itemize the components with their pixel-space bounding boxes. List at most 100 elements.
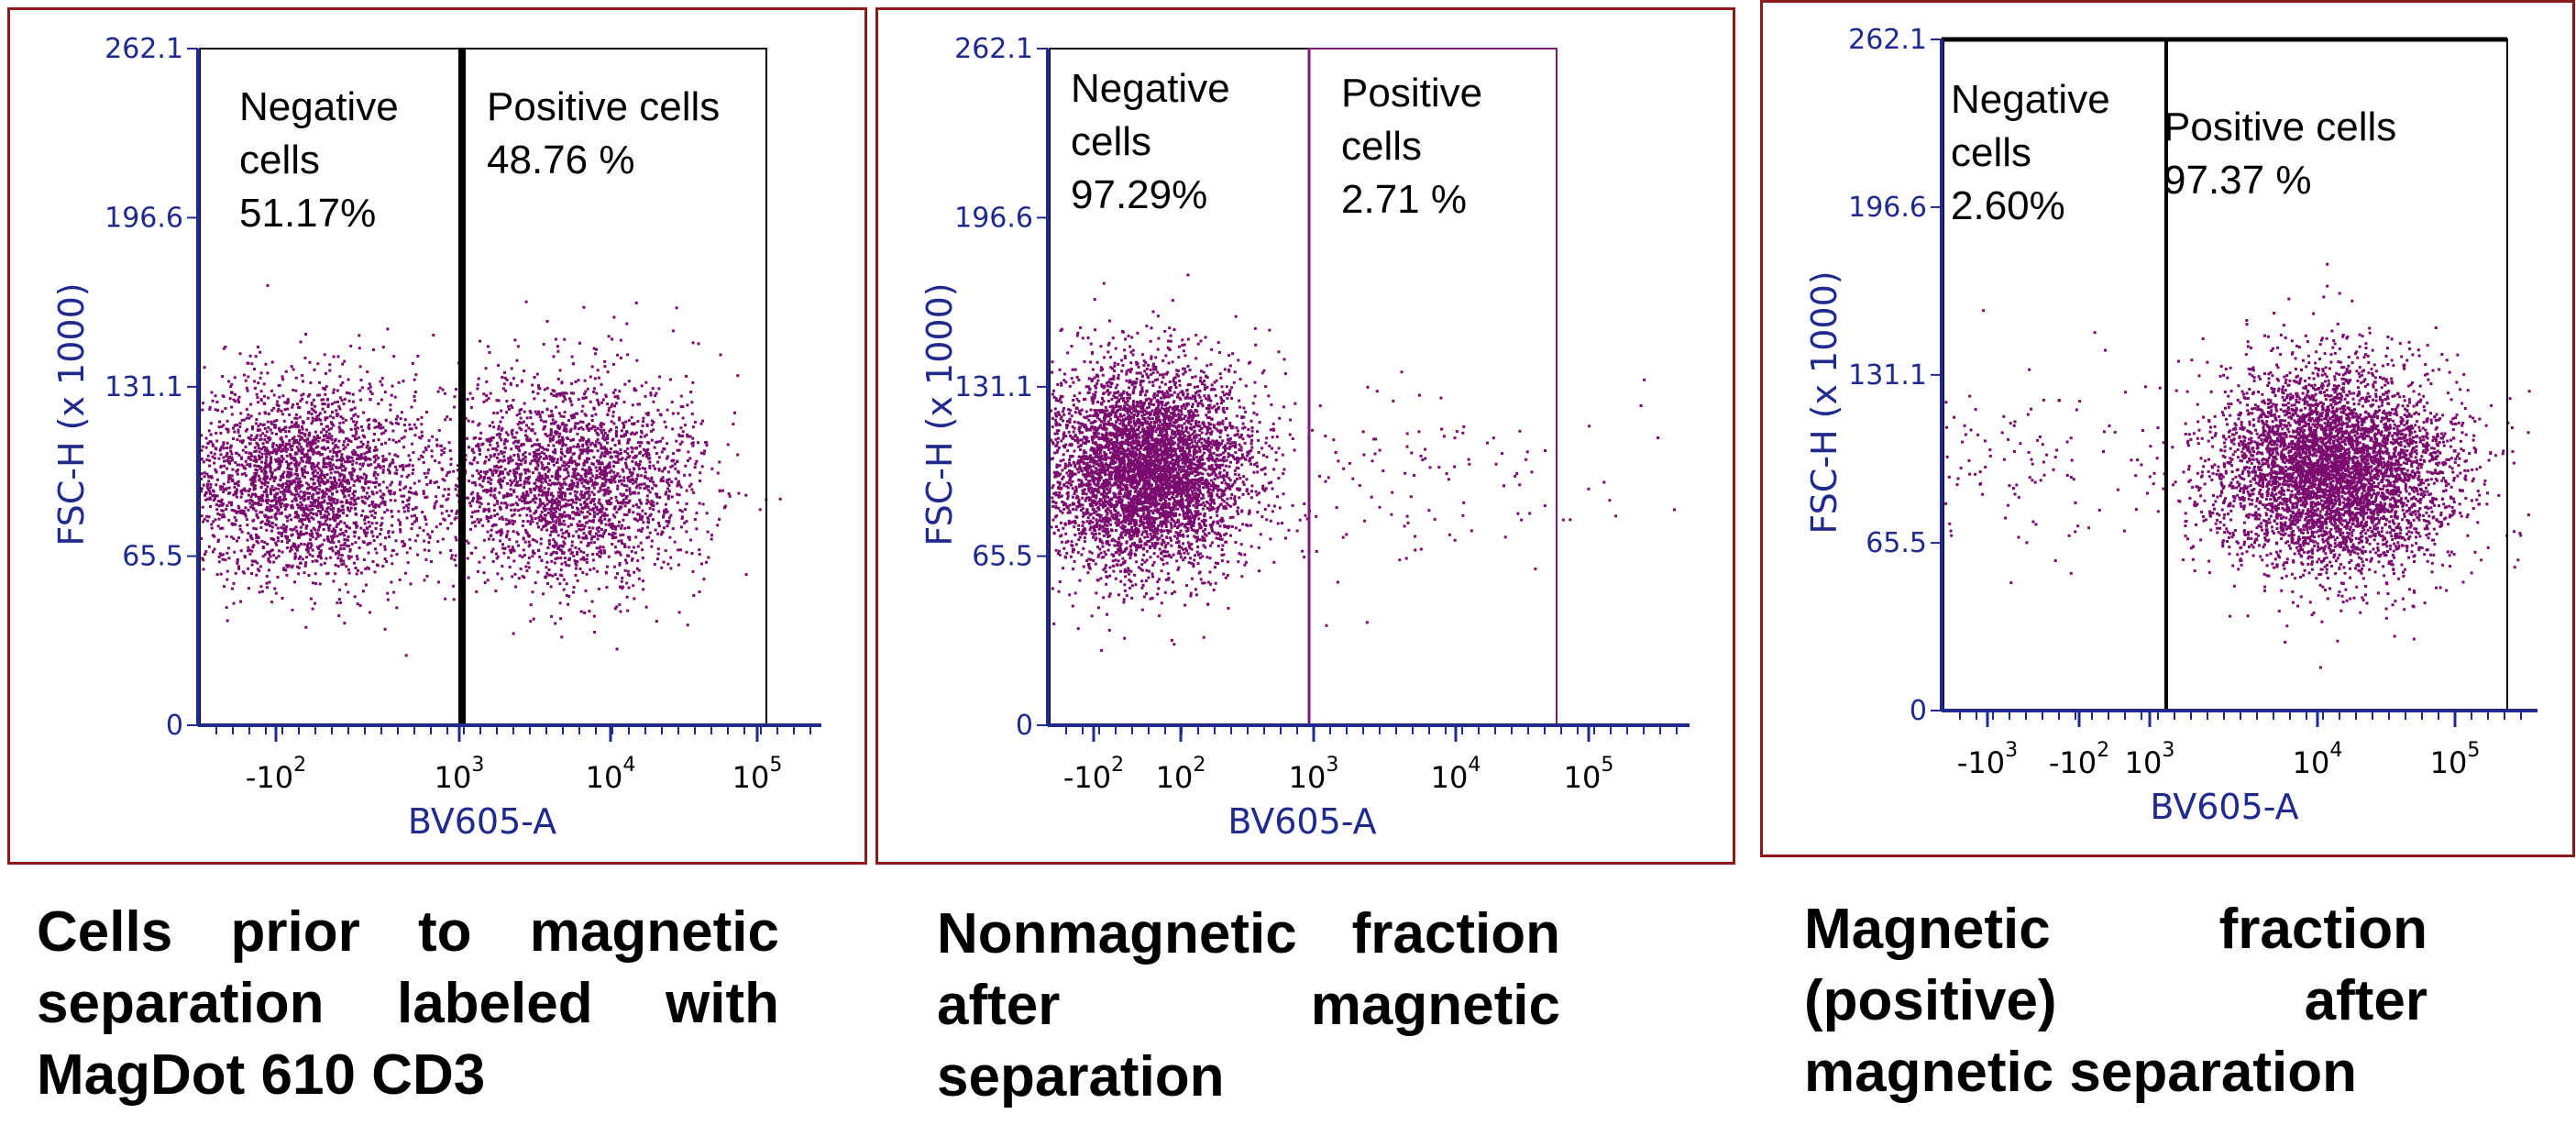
data-point xyxy=(259,486,263,490)
data-point xyxy=(314,601,316,605)
data-point xyxy=(281,550,284,554)
data-point xyxy=(335,450,338,454)
data-point xyxy=(410,491,413,494)
data-point xyxy=(369,611,371,614)
data-point xyxy=(345,538,348,542)
data-point xyxy=(417,480,421,483)
data-point xyxy=(472,451,476,455)
data-point xyxy=(681,405,685,409)
data-point xyxy=(611,533,614,536)
data-point xyxy=(295,452,299,456)
data-point xyxy=(497,466,501,469)
data-point xyxy=(427,468,431,471)
data-point xyxy=(644,394,647,398)
data-point xyxy=(219,453,223,457)
data-point xyxy=(612,460,616,464)
data-point xyxy=(206,487,210,491)
data-point xyxy=(301,557,304,561)
data-point xyxy=(317,417,321,421)
data-point xyxy=(611,524,615,528)
data-point xyxy=(270,485,274,489)
data-point xyxy=(590,462,594,466)
data-point xyxy=(311,581,314,585)
data-point xyxy=(469,492,473,496)
data-point xyxy=(294,525,298,529)
data-point xyxy=(306,471,310,475)
data-point xyxy=(297,506,301,510)
data-point xyxy=(203,471,206,475)
data-point xyxy=(633,456,637,459)
data-point xyxy=(287,473,290,477)
data-point xyxy=(490,471,494,475)
data-point xyxy=(292,438,296,442)
data-point xyxy=(564,398,567,402)
data-point xyxy=(388,471,391,475)
data-point xyxy=(667,516,671,520)
data-point xyxy=(721,489,725,492)
data-point xyxy=(402,545,405,548)
data-point xyxy=(616,572,619,576)
data-point xyxy=(250,549,254,553)
data-point xyxy=(607,451,611,455)
data-point xyxy=(311,548,314,552)
data-point xyxy=(565,392,568,395)
data-point xyxy=(204,550,208,554)
data-point xyxy=(605,507,609,511)
data-point xyxy=(328,449,332,453)
data-point xyxy=(498,482,501,486)
data-point xyxy=(334,439,336,443)
data-point xyxy=(470,515,474,519)
data-point xyxy=(319,534,322,537)
data-point xyxy=(215,401,219,403)
data-point xyxy=(413,378,416,381)
data-point xyxy=(322,386,325,390)
data-point xyxy=(614,450,618,454)
data-point xyxy=(202,520,204,524)
data-point xyxy=(373,505,377,509)
data-point xyxy=(293,493,297,497)
data-point xyxy=(571,475,575,479)
data-point xyxy=(615,435,618,438)
data-point xyxy=(521,524,524,528)
data-point xyxy=(431,435,435,438)
data-point xyxy=(373,448,377,452)
data-point xyxy=(583,500,587,503)
data-point xyxy=(344,418,347,422)
data-point xyxy=(237,484,240,488)
data-point xyxy=(332,534,336,537)
data-point xyxy=(538,444,542,447)
data-point xyxy=(587,542,590,545)
data-point xyxy=(303,357,307,359)
data-point xyxy=(307,411,310,414)
data-point xyxy=(258,454,260,458)
data-point xyxy=(267,412,270,415)
data-point xyxy=(352,484,356,487)
data-point xyxy=(324,447,327,451)
data-point xyxy=(619,553,622,557)
data-point xyxy=(501,471,504,475)
data-point xyxy=(290,548,293,552)
data-point xyxy=(322,465,325,469)
data-point xyxy=(472,496,475,500)
data-point xyxy=(289,453,292,457)
data-point xyxy=(631,491,634,495)
data-point xyxy=(288,564,291,568)
data-point xyxy=(331,530,334,534)
data-point xyxy=(257,465,260,468)
data-point xyxy=(664,549,667,553)
data-point xyxy=(323,561,326,565)
data-point xyxy=(492,509,496,513)
data-point xyxy=(341,381,345,384)
data-point xyxy=(494,524,498,526)
data-point xyxy=(344,446,347,449)
data-point xyxy=(550,515,553,518)
data-point xyxy=(604,528,608,532)
data-point xyxy=(255,540,259,543)
data-point xyxy=(556,349,560,353)
data-point xyxy=(251,546,255,549)
data-point xyxy=(552,507,556,511)
data-point xyxy=(358,436,361,439)
data-point xyxy=(430,449,434,453)
data-point xyxy=(655,440,658,444)
data-point xyxy=(469,405,473,409)
